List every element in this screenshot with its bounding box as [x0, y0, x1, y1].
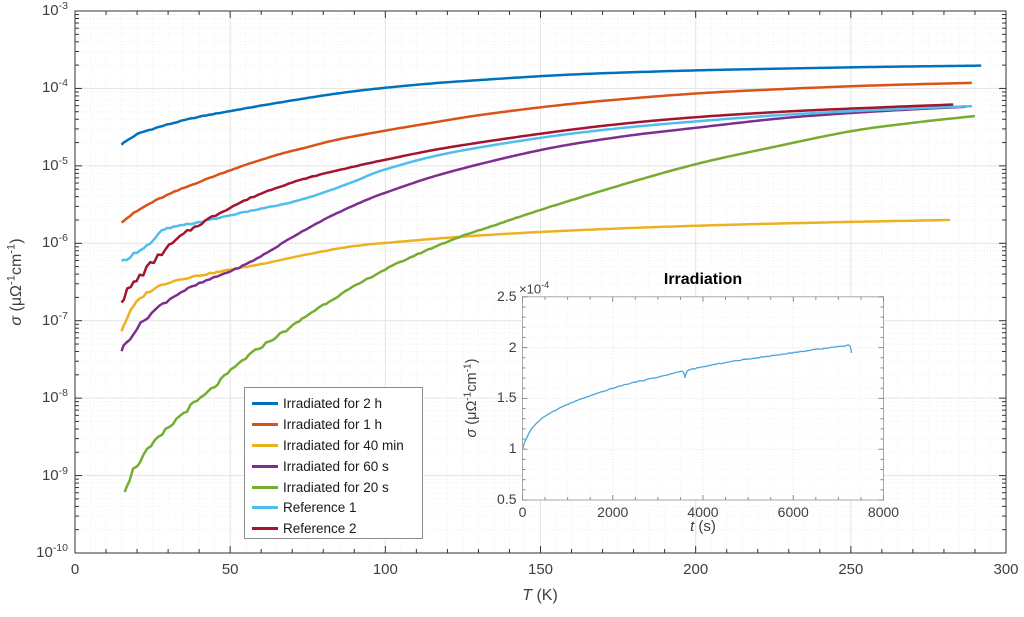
legend-label: Irradiated for 40 min: [283, 437, 404, 453]
y-tick-label: 10-5: [41, 154, 68, 174]
inset-x-tick-label: 4000: [687, 504, 719, 520]
legend-label: Reference 2: [283, 521, 357, 537]
legend-label: Irradiated for 60 s: [283, 458, 389, 474]
inset-series-line: [522, 344, 853, 451]
legend-label: Irradiated for 20 s: [283, 479, 389, 495]
y-tick-label: 10-6: [41, 232, 68, 252]
series-line: [120, 218, 951, 332]
series-line: [120, 105, 966, 352]
legend-item: Reference 1: [252, 497, 422, 518]
legend-line-swatch: [252, 422, 278, 426]
y-tick-label: 10-10: [36, 542, 68, 561]
legend-line-swatch: [252, 485, 278, 489]
legend-label: Reference 1: [283, 500, 357, 516]
legend-item: Irradiated for 2 h: [252, 393, 422, 414]
x-tick-label: 150: [527, 561, 554, 578]
inset-y-tick-label: 2.5: [497, 287, 517, 304]
inset-x-tick-label: 8000: [867, 504, 900, 520]
legend-item: Irradiated for 20 s: [252, 477, 422, 498]
y-tick-label: 10-8: [41, 387, 68, 407]
y-tick-label: 10-7: [41, 309, 68, 329]
legend-item: Irradiated for 60 s: [252, 456, 422, 477]
x-tick-label: 250: [838, 561, 864, 578]
inset-x-tick-label: 6000: [777, 504, 809, 520]
legend-item: Reference 2: [252, 518, 422, 539]
legend-item: Irradiated for 1 h: [252, 414, 422, 435]
legend-item: Irradiated for 40 min: [252, 435, 422, 456]
y-tick-label: 10-3: [41, 0, 68, 19]
legend-line-swatch: [252, 401, 278, 405]
series-line: [123, 114, 976, 493]
legend-box: Irradiated for 2 h Irradiated for 1 h Irra…: [244, 387, 423, 539]
inset-y-tick-label: 1.5: [497, 389, 517, 406]
legend-label: Irradiated for 2 h: [283, 395, 383, 411]
legend-line-swatch: [252, 506, 278, 510]
inset-y-tick-label: 1: [508, 440, 517, 457]
x-tick-label: 100: [372, 561, 398, 578]
inset-title: Irradiation: [663, 271, 743, 288]
x-tick-label: 200: [683, 561, 709, 578]
x-tick-label: 300: [993, 561, 1019, 578]
y-axis-label: σ (μΩ-1cm-1): [5, 238, 26, 326]
inset-y-multiplier: ×10-4: [519, 280, 550, 297]
series-line: [120, 81, 972, 224]
legend-line-swatch: [252, 464, 278, 468]
inset-x-axis-label: t (s): [690, 518, 716, 535]
inset-x-tick-label: 2000: [597, 504, 629, 520]
legend-label: Irradiated for 1 h: [283, 416, 383, 432]
inset-y-axis-label: σ (μΩ-1cm-1): [462, 358, 481, 438]
x-axis-label: T (K): [522, 587, 558, 604]
x-tick-label: 50: [221, 561, 239, 578]
legend-line-swatch: [252, 527, 278, 531]
y-tick-label: 10-9: [41, 464, 68, 484]
inset-y-tick-label: 2: [508, 338, 517, 355]
x-tick-label: 0: [70, 561, 80, 578]
inset-y-tick-label: 0.5: [497, 491, 517, 507]
series-line: [120, 64, 982, 146]
series-line: [121, 104, 972, 262]
legend-line-swatch: [252, 443, 278, 447]
y-tick-label: 10-4: [41, 77, 68, 97]
inset-x-tick-label: 0: [518, 504, 527, 520]
series-line: [120, 103, 954, 304]
